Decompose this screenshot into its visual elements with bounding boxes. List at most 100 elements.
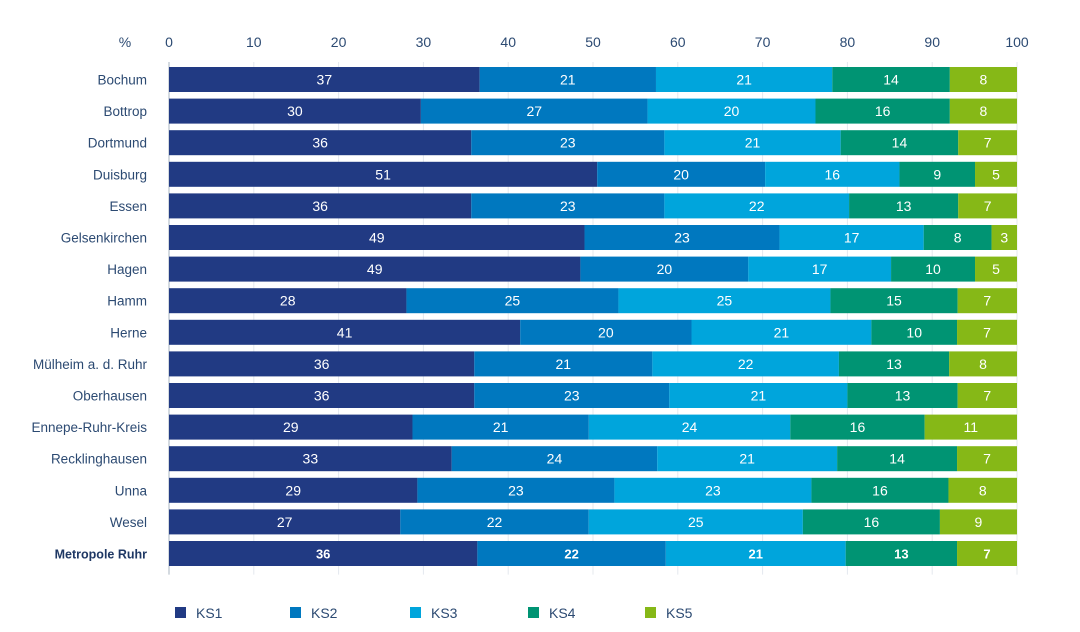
data-label: 25 [717, 293, 733, 309]
data-label: 16 [850, 419, 866, 435]
x-tick-label: 60 [670, 34, 686, 50]
bar-segment-ks4 [923, 225, 992, 250]
x-tick-label: 0 [165, 34, 173, 50]
data-label: 23 [560, 135, 576, 151]
data-label: 9 [975, 514, 983, 530]
x-tick-label: 40 [500, 34, 516, 50]
x-tick-label: 50 [585, 34, 601, 50]
data-label: 36 [314, 356, 330, 372]
bar-segment-ks5 [957, 541, 1017, 566]
bar-segment-ks3 [748, 256, 892, 282]
bar-segment-ks5 [958, 130, 1017, 156]
bar-row: 29 21 24 16 11 [169, 414, 1017, 440]
bar-segment-ks2 [479, 67, 656, 92]
x-tick-label: 80 [840, 34, 856, 50]
bar-segment-ks2 [474, 351, 653, 377]
data-label: 36 [314, 388, 330, 404]
bar-segment-ks1 [169, 383, 475, 408]
legend-item: KS3 [410, 605, 458, 621]
data-label: 21 [749, 547, 763, 562]
data-label: 21 [774, 324, 790, 340]
data-label: 10 [906, 324, 922, 340]
legend-label: KS3 [431, 605, 458, 621]
data-label: 7 [983, 324, 991, 340]
data-label: 14 [892, 135, 908, 151]
data-label: 5 [992, 166, 1000, 182]
bar-segment-ks3 [652, 351, 839, 377]
data-label: 29 [283, 419, 299, 435]
bars: 37 21 21 14 830 27 20 16 836 23 21 14 751 20 16 9 536 23 2… [169, 67, 1017, 566]
data-label: 14 [889, 451, 905, 467]
data-label: 49 [367, 261, 383, 277]
category-label: Essen [109, 199, 147, 214]
bar-segment-ks2 [420, 98, 648, 124]
legend-item: KS1 [175, 605, 223, 621]
bar-row: 37 21 21 14 8 [169, 67, 1017, 92]
bar-segment-ks4 [830, 288, 958, 314]
bar-segment-ks3 [669, 383, 848, 408]
bar-row: 49 23 17 8 3 [169, 225, 1017, 250]
category-label: Recklinghausen [51, 452, 147, 467]
data-label: 17 [844, 230, 860, 246]
data-label: 13 [886, 356, 902, 372]
data-label: 22 [738, 356, 754, 372]
bar-segment-ks1 [169, 509, 401, 535]
data-label: 8 [979, 482, 987, 498]
bar-segment-ks1 [169, 477, 418, 503]
legend-swatch [410, 607, 421, 618]
data-label: 10 [925, 261, 941, 277]
x-axis-unit-label: % [119, 34, 131, 50]
bar-segment-ks4 [815, 98, 950, 124]
bar-segment-ks1 [169, 130, 472, 156]
bar-segment-ks2 [400, 509, 589, 535]
data-label: 24 [547, 451, 563, 467]
legend-label: KS4 [549, 605, 576, 621]
legend-item: KS4 [528, 605, 576, 621]
category-label: Bochum [97, 73, 147, 88]
bar-segment-ks2 [406, 288, 619, 314]
category-label: Dortmund [88, 136, 147, 151]
data-label: 8 [979, 356, 987, 372]
data-label: 16 [864, 514, 880, 530]
data-label: 7 [984, 198, 992, 214]
data-label: 20 [673, 166, 689, 182]
bar-row: 36 23 22 13 7 [169, 193, 1017, 219]
data-label: 22 [749, 198, 765, 214]
bar-segment-ks1 [169, 414, 413, 440]
category-label: Duisburg [93, 167, 147, 182]
category-label: Hagen [107, 262, 147, 277]
data-label: 21 [556, 356, 572, 372]
data-label: 25 [688, 514, 704, 530]
bar-segment-ks3 [655, 67, 833, 92]
data-label: 8 [954, 230, 962, 246]
bar-segment-ks3 [647, 98, 816, 124]
bar-row: 36 23 21 13 7 [169, 383, 1017, 408]
data-label: 5 [992, 261, 1000, 277]
legend-label: KS1 [196, 605, 223, 621]
data-label: 37 [317, 72, 333, 88]
data-label: 41 [337, 324, 353, 340]
bar-segment-ks4 [845, 541, 958, 566]
category-labels: Bochum Bottrop Dortmund Duisburg Essen Gelsen… [31, 73, 147, 562]
bar-segment-ks5 [948, 477, 1017, 503]
data-label: 49 [369, 230, 385, 246]
data-label: 16 [872, 482, 888, 498]
data-label: 7 [983, 388, 991, 404]
category-label: Ennepe-Ruhr-Kreis [31, 420, 147, 435]
legend-swatch [645, 607, 656, 618]
bar-segment-ks4 [847, 383, 958, 408]
bar-segment-ks1 [169, 98, 421, 124]
data-label: 16 [824, 166, 840, 182]
data-label: 15 [886, 293, 902, 309]
bar-segment-ks3 [664, 130, 841, 156]
bar-segment-ks1 [169, 288, 407, 314]
data-label: 36 [312, 135, 328, 151]
bar-row: 36 23 21 14 7 [169, 130, 1017, 156]
legend-item: KS5 [645, 605, 693, 621]
data-label: 11 [964, 419, 979, 435]
bar-segment-ks4 [832, 67, 950, 92]
x-tick-label: 20 [331, 34, 347, 50]
bar-segment-ks5 [949, 67, 1017, 92]
bar-segment-ks3 [664, 193, 850, 219]
bar-segment-ks5 [958, 193, 1017, 219]
